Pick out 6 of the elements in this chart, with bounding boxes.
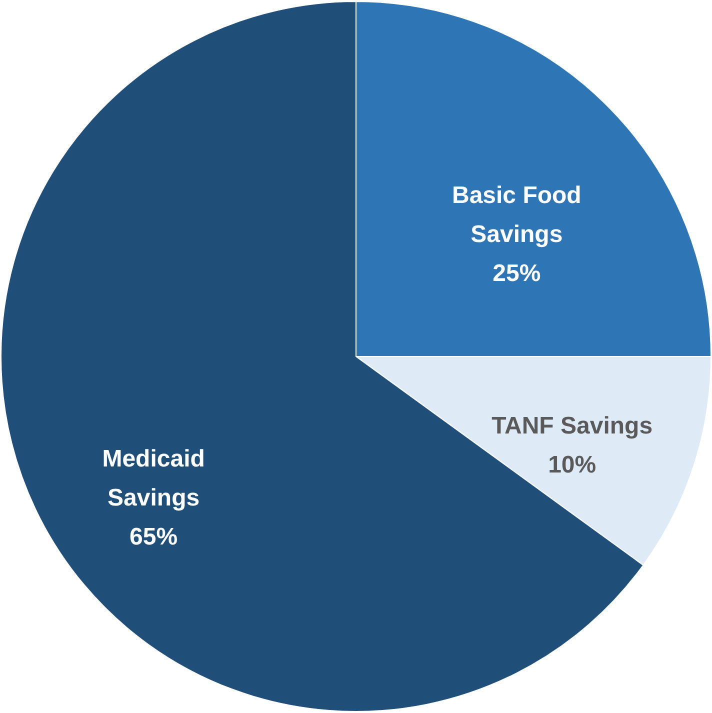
data-label: 25% [492, 260, 541, 287]
slice-label: Medicaid Savings [102, 446, 205, 512]
data-label: 65% [130, 524, 178, 551]
slice-label: Basic Food Savings [452, 182, 582, 248]
data-label: 10% [548, 452, 596, 479]
slice-label: TANF Savings [492, 412, 653, 440]
